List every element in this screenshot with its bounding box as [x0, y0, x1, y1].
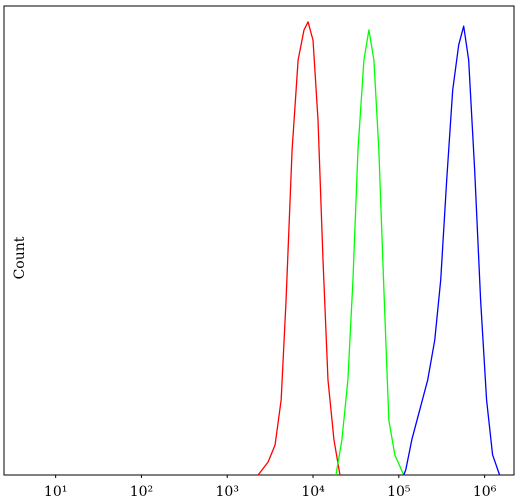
- plot-frame: [3, 5, 515, 476]
- y-axis-label: Count: [12, 236, 28, 279]
- histogram-line: [335, 29, 405, 476]
- histogram-line: [403, 25, 501, 476]
- histogram-line: [257, 21, 341, 476]
- x-tick-label: 10⁵: [387, 484, 411, 500]
- x-tick-label: 10⁶: [473, 484, 497, 500]
- x-tick-label: 10²: [130, 484, 153, 500]
- x-tick-label: 10¹: [44, 484, 67, 500]
- x-tick-label: 10³: [216, 484, 239, 500]
- x-tick-label: 10⁴: [301, 484, 325, 500]
